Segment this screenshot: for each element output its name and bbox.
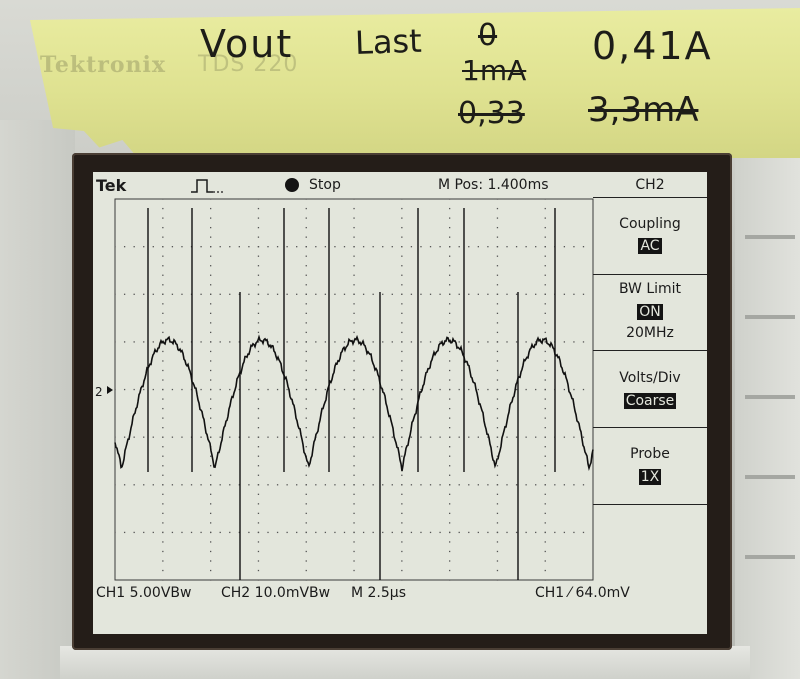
timebase: M 2.5µs <box>351 585 406 601</box>
ch2-scale: CH2 10.0mVBw <box>221 585 331 601</box>
ch2-arrow-icon <box>107 386 113 394</box>
ch1-scale: CH1 5.00VBw <box>96 585 192 601</box>
bw-limit-label: BW Limit <box>618 281 682 297</box>
note-last: Last <box>354 21 423 62</box>
menu-divider <box>593 504 707 505</box>
coupling-label: Coupling <box>619 216 681 232</box>
menu-divider <box>593 197 707 198</box>
coupling-value[interactable]: AC <box>638 238 662 254</box>
scope-brand: Tek <box>96 176 127 195</box>
printed-model: TDS 220 <box>198 52 299 77</box>
bw-limit-extra: 20MHz <box>626 325 674 341</box>
right-bezel <box>735 150 800 679</box>
scope-status: Stop <box>309 177 341 193</box>
trigger-setting: CH1 ⁄ 64.0mV <box>535 585 630 601</box>
bottom-bezel <box>60 646 750 679</box>
menu-header: CH2 <box>635 177 665 193</box>
ch2-trace <box>114 334 594 472</box>
menu-divider <box>593 427 707 428</box>
masking-tape-note <box>30 8 800 158</box>
menu-divider <box>593 274 707 275</box>
scope-graticule <box>107 198 594 581</box>
menu-divider <box>593 350 707 351</box>
note-last-value: 0 <box>478 18 498 53</box>
probe-label: Probe <box>630 446 670 462</box>
ch2-ground-marker: 2 <box>95 385 103 399</box>
printed-brand: Tektronix <box>40 52 166 78</box>
note-struck-1ma: 1mA <box>462 54 527 87</box>
probe-value[interactable]: 1X <box>638 469 662 485</box>
note-struck-033: 0,33 <box>458 96 525 131</box>
scope-screen: Tek Stop M Pos: 1.400ms CH2 Coupling AC … <box>93 172 707 634</box>
note-vout: Vout <box>200 22 294 66</box>
volts-div-label: Volts/Div <box>619 370 681 386</box>
bw-limit-value[interactable]: ON <box>637 304 663 320</box>
volts-div-value[interactable]: Coarse <box>623 393 677 409</box>
left-bezel <box>0 120 75 679</box>
stop-indicator-icon <box>285 178 299 192</box>
scope-mpos: M Pos: 1.400ms <box>438 177 549 193</box>
acq-mode-icon <box>191 179 223 193</box>
note-struck-33ma: 3,3mA <box>588 90 699 130</box>
note-041a: 0,41A <box>592 24 713 68</box>
